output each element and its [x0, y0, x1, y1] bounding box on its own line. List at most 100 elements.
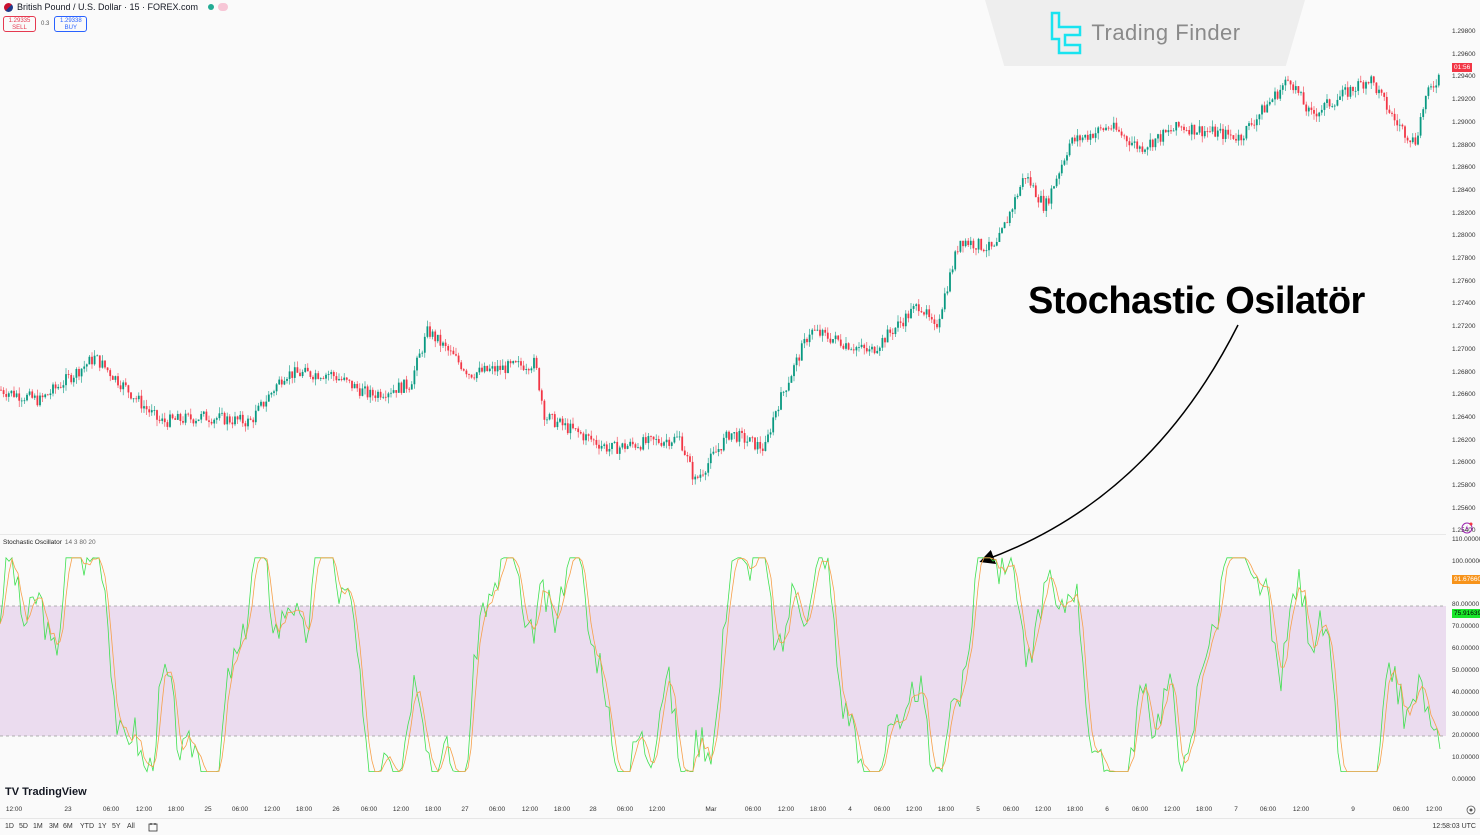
- price-label: 1.26400: [1452, 413, 1476, 421]
- clock[interactable]: 12:58:03 UTC: [1432, 823, 1476, 830]
- price-label: 1.25400: [1452, 527, 1476, 535]
- time-label: 12:00: [521, 806, 539, 813]
- stochastic-axis[interactable]: 110.00000 100.00000 80.00000 70.00000 60.000…: [1452, 535, 1480, 785]
- annotation-label: Stochastic Osilatör: [1028, 280, 1365, 322]
- price-label: 1.27400: [1452, 300, 1476, 308]
- range-ytd[interactable]: YTD: [80, 823, 94, 830]
- tradingview-icon: TV: [5, 786, 20, 798]
- price-axis[interactable]: 1.29800 1.29600 1.29400 1.29200 1.29000 1.288…: [1452, 0, 1480, 534]
- range-3m[interactable]: 3M: [49, 823, 59, 830]
- stoch-label: 40.00000: [1452, 688, 1480, 696]
- price-label: 1.27600: [1452, 277, 1476, 285]
- price-label: 1.27800: [1452, 255, 1476, 262]
- axis-settings-icon[interactable]: [1466, 805, 1476, 815]
- stochastic-pane[interactable]: [0, 535, 1446, 785]
- price-label: 1.25600: [1452, 504, 1476, 512]
- stoch-label: 110.00000: [1452, 536, 1480, 543]
- price-label: 1.28400: [1452, 186, 1476, 194]
- countdown-tag: 01:56: [1452, 63, 1473, 72]
- time-label: 12:00: [392, 806, 410, 813]
- bottom-toolbar: 1D 5D 1M 3M 6M YTD 1Y 5Y All 12:58:03 UTC: [0, 818, 1480, 835]
- time-label: 06:00: [616, 806, 634, 813]
- time-label: 06:00: [873, 806, 891, 813]
- trading-finder-watermark: Trading Finder: [985, 0, 1305, 66]
- stoch-band: [0, 606, 1446, 736]
- pane-separator[interactable]: [0, 534, 1446, 535]
- price-label: 1.26000: [1452, 459, 1476, 467]
- time-label: 06:00: [231, 806, 249, 813]
- time-label: 6: [1105, 806, 1109, 813]
- time-label: 12:00: [1163, 806, 1181, 813]
- price-label: 1.27000: [1452, 345, 1476, 353]
- time-label: 27: [461, 806, 469, 813]
- time-label: 12:00: [263, 806, 281, 813]
- time-label: 26: [332, 806, 340, 813]
- stoch-label: 20.00000: [1452, 732, 1480, 740]
- time-label: 12:00: [135, 806, 153, 813]
- time-label: 28: [589, 806, 597, 813]
- indicator-title[interactable]: Stochastic Oscillator 14 3 80 20: [3, 539, 96, 546]
- price-label: 1.29800: [1452, 28, 1476, 35]
- stoch-label: 50.00000: [1452, 666, 1480, 674]
- range-5d[interactable]: 5D: [19, 823, 28, 830]
- d-value-tag: 91.67660: [1452, 575, 1480, 584]
- lightning-icon[interactable]: [1461, 522, 1473, 534]
- time-label: 18:00: [553, 806, 571, 813]
- time-label: 18:00: [167, 806, 185, 813]
- time-label: 06:00: [1002, 806, 1020, 813]
- time-label: 06:00: [488, 806, 506, 813]
- range-6m[interactable]: 6M: [63, 823, 73, 830]
- price-label: 1.26600: [1452, 391, 1476, 399]
- time-label: 06:00: [102, 806, 120, 813]
- price-label: 1.28800: [1452, 141, 1476, 149]
- price-label: 1.29600: [1452, 50, 1476, 58]
- range-1y[interactable]: 1Y: [98, 823, 107, 830]
- time-label: 06:00: [1131, 806, 1149, 813]
- price-label: 1.26800: [1452, 368, 1476, 376]
- range-5y[interactable]: 5Y: [112, 823, 121, 830]
- price-chart[interactable]: [0, 0, 1446, 534]
- range-all[interactable]: All: [127, 823, 135, 830]
- stoch-d-line: [0, 557, 1441, 773]
- trading-finder-logo-icon: [1051, 11, 1082, 55]
- stoch-label: 60.00000: [1452, 645, 1480, 653]
- stoch-label: 0.00000: [1452, 776, 1476, 783]
- stoch-label: 10.00000: [1452, 754, 1480, 762]
- spread-value: 0.3: [41, 21, 50, 27]
- range-1d[interactable]: 1D: [5, 823, 14, 830]
- tradingview-logo[interactable]: TV TradingView: [5, 786, 87, 798]
- time-label: 18:00: [424, 806, 442, 813]
- time-label: 12:00: [5, 806, 23, 813]
- stoch-label: 100.00000: [1452, 557, 1480, 565]
- price-label: 1.29000: [1452, 118, 1476, 126]
- symbol-title[interactable]: British Pound / U.S. Dollar · 15 · FOREX…: [17, 2, 199, 12]
- stoch-k-line: [0, 556, 1441, 773]
- time-label: 18:00: [1066, 806, 1084, 813]
- price-label: 1.28000: [1452, 232, 1476, 240]
- time-label: 12:00: [1034, 806, 1052, 813]
- time-label: 12:00: [648, 806, 666, 813]
- time-label: 18:00: [809, 806, 827, 813]
- time-label: Mar: [705, 806, 717, 813]
- time-label: 12:00: [905, 806, 923, 813]
- time-label: 9: [1351, 806, 1355, 813]
- time-label: 12:00: [777, 806, 795, 813]
- price-label: 1.29200: [1452, 96, 1476, 104]
- status-pill-icon: [218, 3, 229, 11]
- time-label: 7: [1234, 806, 1238, 813]
- price-label: 1.27200: [1452, 323, 1476, 331]
- time-label: 06:00: [360, 806, 378, 813]
- time-label: 06:00: [744, 806, 762, 813]
- buy-button[interactable]: 1.29338 BUY: [54, 16, 88, 32]
- time-label: 4: [848, 806, 852, 813]
- trade-panel: 1.29335 SELL 0.3 1.29338 BUY: [3, 16, 88, 32]
- time-label: 5: [976, 806, 980, 813]
- goto-date-icon[interactable]: [148, 822, 158, 832]
- k-value-tag: 75.91639: [1452, 609, 1480, 618]
- sell-button[interactable]: 1.29335 SELL: [3, 16, 36, 32]
- time-axis[interactable]: 12:00 23 06:00 12:00 18:00 25 06:00 12:00 18:00 2…: [0, 803, 1446, 817]
- range-1m[interactable]: 1M: [33, 823, 43, 830]
- price-label: 1.28600: [1452, 164, 1476, 172]
- brand-name: Trading Finder: [1091, 20, 1241, 45]
- time-label: 18:00: [937, 806, 955, 813]
